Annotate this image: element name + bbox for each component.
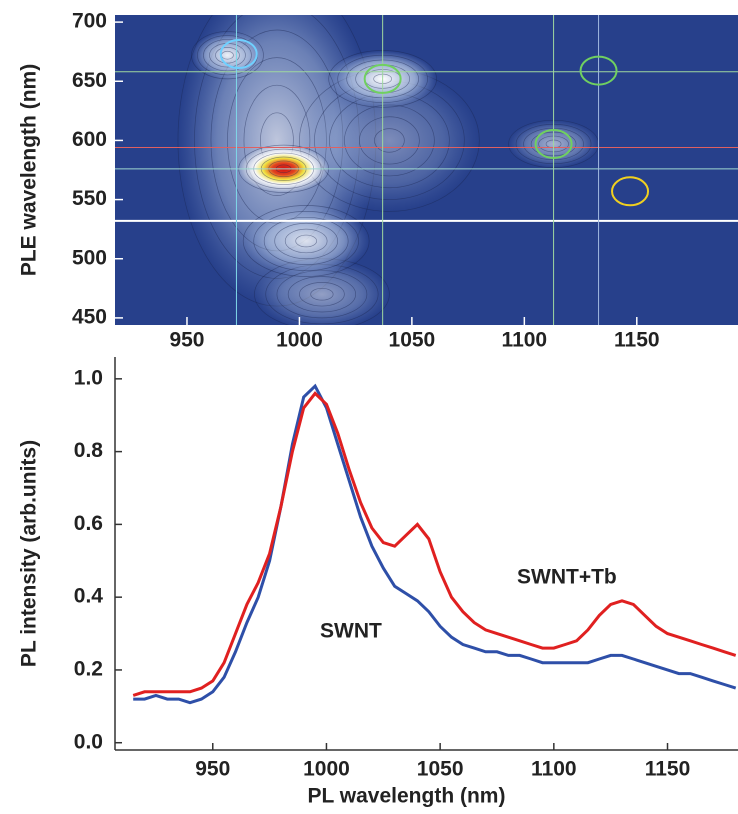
contour-line (242, 205, 370, 277)
y-tick-label: 550 (72, 187, 107, 210)
x-tick-label: 1100 (502, 329, 548, 352)
series-line (133, 383, 737, 705)
contour-line (191, 31, 264, 80)
y-axis-label: PL intensity (arb.units) (18, 440, 41, 667)
y-tick-label: 500 (72, 246, 107, 269)
contour-line (253, 211, 360, 271)
y-tick-label: 0.0 (74, 730, 103, 753)
contour-line (215, 46, 240, 64)
y-tick-label: 0.6 (74, 512, 103, 535)
y-tick-label: 650 (72, 69, 107, 92)
x-tick-label: 1000 (276, 329, 323, 352)
marker-circle (534, 128, 573, 159)
x-tick-label: 1050 (389, 329, 436, 352)
contour-line (299, 282, 345, 307)
x-tick-label: 1050 (417, 758, 464, 781)
y-tick-label: 450 (72, 305, 107, 328)
marker-circle (579, 55, 618, 86)
intensity-peak (254, 258, 390, 325)
series-line (132, 391, 737, 697)
x-axis-label: PL wavelength (nm) (308, 785, 506, 808)
series-label: SWNT+Tb (517, 566, 617, 589)
y-tick-label: 0.2 (74, 657, 103, 680)
y-axis-label: PLE wavelength (nm) (18, 64, 41, 276)
intensity-peak (299, 69, 480, 212)
y-tick-label: 0.8 (74, 439, 104, 462)
y-tick-label: 600 (72, 128, 107, 151)
contour-line (374, 128, 405, 153)
contour-line (295, 234, 318, 248)
x-tick-label: 1100 (531, 758, 577, 781)
plot-area (132, 383, 737, 705)
contour-line (274, 222, 339, 260)
contour-line (203, 39, 252, 72)
x-tick-label: 1150 (645, 758, 691, 781)
plot-area (115, 15, 738, 325)
contour-line (359, 116, 420, 165)
y-tick-label: 1.0 (74, 366, 103, 389)
y-tick-label: 700 (72, 10, 107, 33)
x-tick-label: 1000 (303, 758, 350, 781)
x-tick-label: 950 (169, 329, 204, 352)
contour-line (310, 287, 334, 301)
contour-line (284, 228, 328, 254)
marker-circle (611, 176, 650, 207)
marker-circle (219, 39, 258, 70)
y-tick-label: 0.4 (74, 585, 104, 608)
marker-circle (363, 63, 402, 94)
series-label: SWNT (320, 620, 382, 643)
contour-line (263, 216, 349, 266)
x-tick-label: 1150 (614, 329, 660, 352)
x-tick-label: 950 (195, 758, 230, 781)
contour-line (287, 276, 357, 313)
intensity-peak (243, 205, 370, 277)
